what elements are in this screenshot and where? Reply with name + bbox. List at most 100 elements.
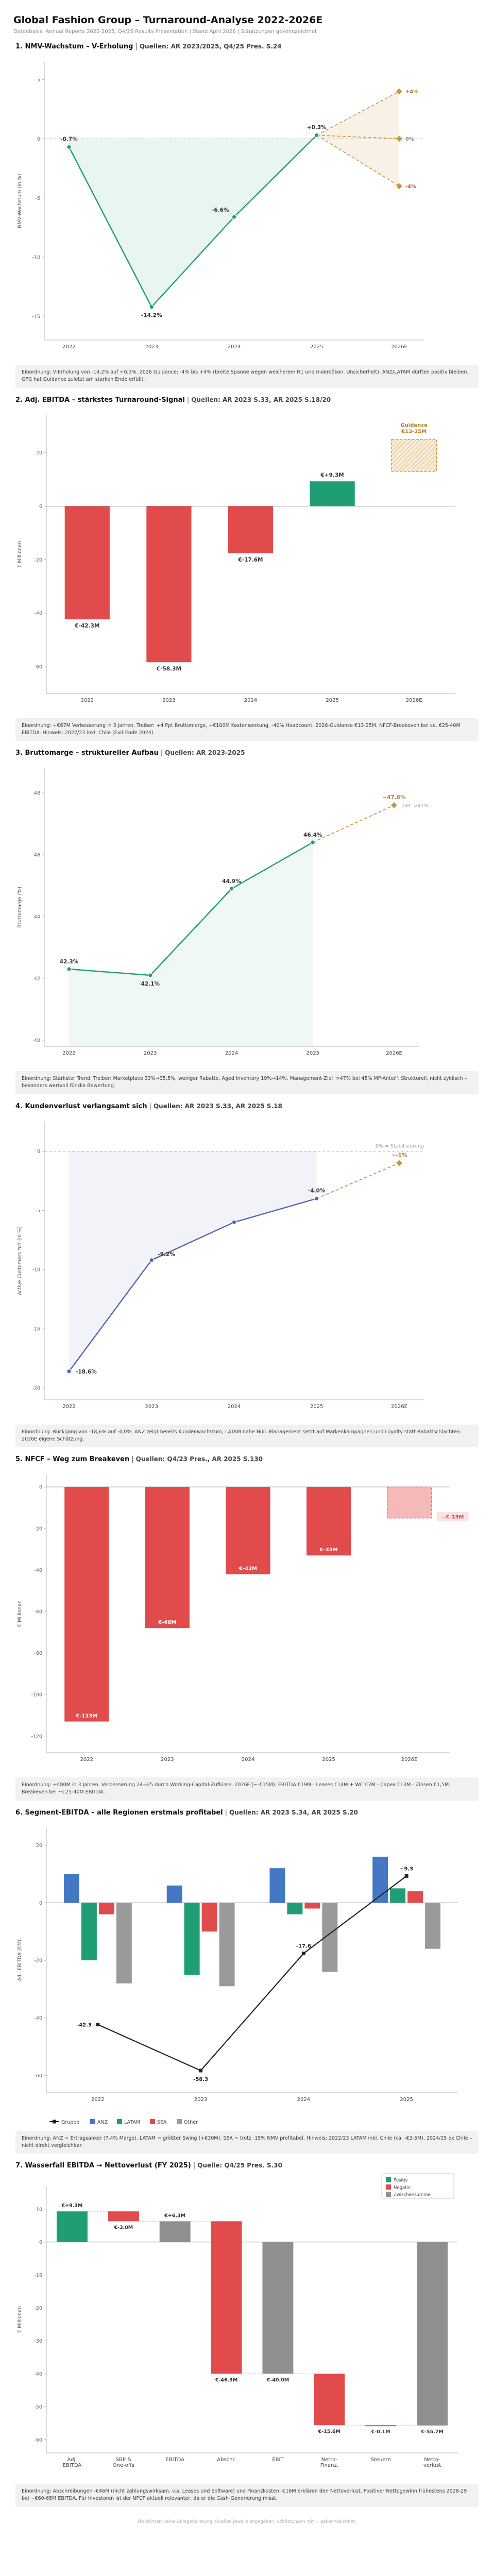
segment-bar-other: [425, 1902, 441, 1949]
value-label: -14.2%: [141, 313, 162, 319]
section-heading-text: 7. Wasserfall EBITDA → Nettoverlust (FY …: [15, 2162, 191, 2170]
text-mark: -80: [34, 1651, 42, 1656]
title-separator: |: [225, 1808, 227, 1817]
data-point: [229, 886, 234, 891]
kunden-chart: 0 -5 -10 -15 -20 2022 2023 2024 2025 2026E Active …: [17, 1121, 424, 1410]
text-mark: 10: [36, 2207, 42, 2212]
rect-mark: [396, 1159, 402, 1166]
legend-label: Positiv: [394, 2178, 408, 2183]
value-label: 42.3%: [60, 959, 79, 965]
text-mark: 20: [36, 450, 42, 456]
data-point: [66, 1368, 72, 1374]
page-subtitle: Datenbasis: Annual Reports 2022-2025, Q4…: [13, 29, 317, 35]
text-mark: -50: [34, 2404, 42, 2410]
text-mark: 2022: [81, 698, 94, 703]
text-mark: 0: [39, 504, 42, 510]
report-header: Global Fashion Group – Turnaround-Analys…: [13, 14, 481, 35]
text-mark: 2023: [194, 2097, 207, 2103]
polygon-mark: [69, 135, 317, 307]
waterfall-bar: [108, 2211, 139, 2222]
text-mark: 2025: [310, 1404, 323, 1410]
group-line-point: [96, 2022, 100, 2026]
nmv-chart: 5 0 -5 -10 -15 2022 2023 2024 2025 2026E NMV-Wachs…: [17, 62, 424, 350]
value-label: €-0.1M: [371, 2429, 390, 2435]
text-mark: 2024: [225, 1050, 238, 1056]
estimate-callout: [436, 1512, 469, 1521]
section-heading-text: 3. Bruttomarge – struktureller Aufbau: [15, 749, 159, 757]
group-line-point: [404, 1874, 408, 1878]
text-mark: -100: [31, 1692, 42, 1698]
scenario-label: +4%: [405, 89, 418, 95]
scenario-label: -4%: [405, 184, 416, 190]
value-label: -18.6%: [76, 1368, 97, 1375]
value-label: €-3.0M: [113, 2225, 133, 2230]
text-mark: Finanz.: [320, 2463, 338, 2468]
bruttomarge-chart: 40 42 44 46 48 2022 2023 2024 2025 2026E Bruttomar…: [17, 768, 429, 1056]
value-label: +0.3%: [307, 124, 327, 130]
bar: [228, 506, 274, 553]
guidance-label: €13-25M: [401, 429, 427, 434]
ebitda-chart: 20 0 -20 -40 -60 2022 2023 2024 2025 2026E € Milli…: [17, 415, 455, 703]
text-mark: 2022: [62, 1050, 75, 1056]
text-mark: 2026E: [391, 344, 407, 350]
legend-label: ANZ: [97, 2120, 108, 2125]
text-mark: -40: [34, 1568, 42, 1573]
segment-bar-other: [116, 1902, 132, 1984]
text-mark: Steuern: [371, 2457, 391, 2463]
section-source: Quellen: AR 2023 S.33, AR 2025 S.18: [153, 1102, 282, 1110]
polygon-mark: [69, 842, 313, 1046]
polygon-mark: [69, 1150, 317, 1371]
text-mark: 2022: [80, 1757, 93, 1762]
section-note: Einordnung: Abschreibungen -€46M (nicht …: [15, 2484, 479, 2507]
legend-label: Other: [184, 2120, 198, 2125]
value-label: €-68M: [158, 1620, 176, 1625]
scenario-label: 0%: [405, 137, 414, 142]
text-mark: 2024: [228, 344, 241, 350]
text-mark: NMV-Wachstum (in %): [17, 174, 23, 228]
text-mark: € Millionen: [17, 541, 23, 568]
text-mark: 2023: [145, 1404, 158, 1410]
segment-bar-anz: [166, 1885, 182, 1903]
value-label: -17.6: [296, 1943, 311, 1949]
text-mark: 0: [37, 1148, 40, 1154]
legend-swatch: [386, 2192, 391, 2197]
text-mark: 2025: [306, 1050, 319, 1056]
group-line-point: [199, 2068, 203, 2072]
text-mark: Active Customers YoY (in %): [17, 1226, 23, 1295]
text-mark: 2022: [62, 1404, 75, 1410]
polyline-mark: [68, 134, 317, 308]
section-note: Einordnung: Rückgang von -18,6% auf -4,0…: [15, 1424, 479, 1447]
line-mark: [316, 91, 400, 136]
segment-bar-other: [219, 1902, 235, 1986]
text-mark: 2024: [244, 698, 257, 703]
text-mark: -10: [32, 1267, 40, 1273]
segment-bar-sea: [407, 1891, 423, 1903]
section-source: Quellen: AR 2023 S.33, AR 2025 S.18/20: [191, 396, 331, 403]
text-mark: 0: [37, 137, 40, 142]
value-label: -42.3: [77, 2022, 92, 2028]
section-title: 3. Bruttomarge – struktureller Aufbau | Qu…: [15, 749, 481, 757]
text-mark: 2025: [326, 698, 338, 703]
segmente-chart: 20 0 -20 -40 -60 2022 2023 2024 2025 Adj. EBITDA …: [17, 1827, 458, 2125]
text-mark: -40: [34, 2371, 42, 2377]
waterfall-bar: [417, 2242, 448, 2426]
text-mark: -20: [32, 1385, 40, 1391]
text-mark: -60: [34, 2437, 42, 2443]
legend-swatch: [386, 2184, 391, 2190]
section-source: Quellen: AR 2023/2025, Q4/25 Pres. S.24: [139, 43, 282, 50]
value-label: €-40.0M: [266, 2378, 289, 2383]
text-mark: 44: [34, 914, 40, 920]
text-mark: Adj.: [67, 2457, 77, 2463]
text-mark: Adj. EBITDA (€M): [17, 1939, 23, 1981]
text-mark: verlust: [423, 2463, 441, 2468]
title-separator: |: [131, 1455, 134, 1463]
chart-sections: 1. NMV-Wachstum – V-Erholung | Quellen: AR…: [13, 43, 481, 2507]
section-wasserfall: 7. Wasserfall EBITDA → Nettoverlust (FY …: [13, 2162, 481, 2507]
text-mark: 2024: [242, 1757, 254, 1762]
text-mark: -20: [34, 557, 42, 563]
section-title: 4. Kundenverlust verlangsamt sich | Quelle…: [15, 1103, 481, 1110]
data-point: [66, 144, 72, 150]
section-ebitda: 2. Adj. EBITDA – stärkstes Turnaround-Si…: [13, 396, 481, 741]
text-mark: 2025: [400, 2097, 413, 2103]
